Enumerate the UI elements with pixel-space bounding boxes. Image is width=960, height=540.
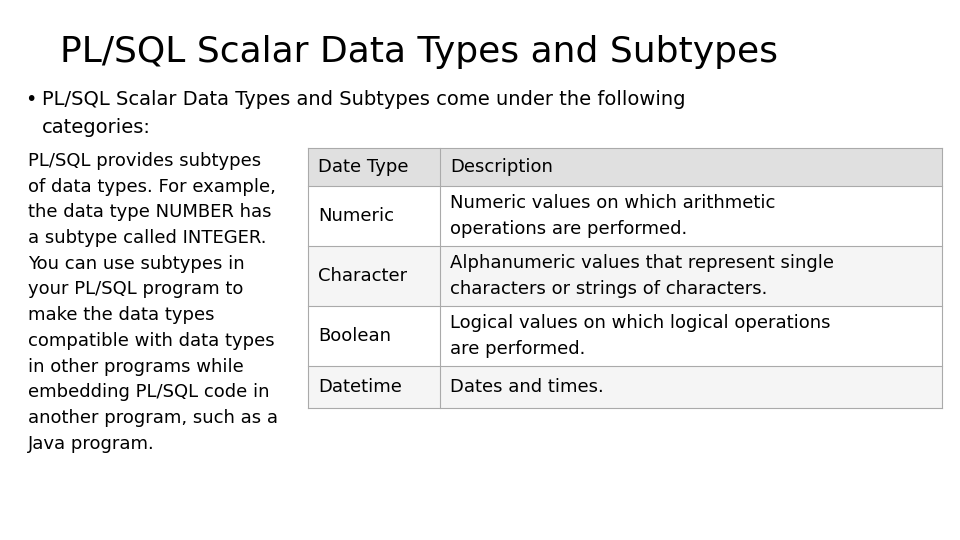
Bar [308,246,942,306]
Text: PL/SQL Scalar Data Types and Subtypes: PL/SQL Scalar Data Types and Subtypes [60,35,778,69]
Bar [308,148,942,186]
Text: Boolean: Boolean [318,327,391,345]
Text: PL/SQL provides subtypes
of data types. For example,
the data type NUMBER has
a : PL/SQL provides subtypes of data types. … [28,152,278,453]
Bar [308,186,942,246]
Text: Date Type: Date Type [318,158,409,176]
Bar [308,306,942,366]
Text: PL/SQL Scalar Data Types and Subtypes come under the following
categories:: PL/SQL Scalar Data Types and Subtypes co… [42,90,685,137]
Text: Character: Character [318,267,407,285]
Bar [308,366,942,408]
Text: Description: Description [450,158,553,176]
Text: Dates and times.: Dates and times. [450,378,604,396]
Text: Numeric: Numeric [318,207,394,225]
Text: Alphanumeric values that represent single
characters or strings of characters.: Alphanumeric values that represent singl… [450,254,834,298]
Text: Datetime: Datetime [318,378,402,396]
Text: Numeric values on which arithmetic
operations are performed.: Numeric values on which arithmetic opera… [450,194,776,238]
Text: Logical values on which logical operations
are performed.: Logical values on which logical operatio… [450,314,830,357]
Text: •: • [25,90,36,109]
